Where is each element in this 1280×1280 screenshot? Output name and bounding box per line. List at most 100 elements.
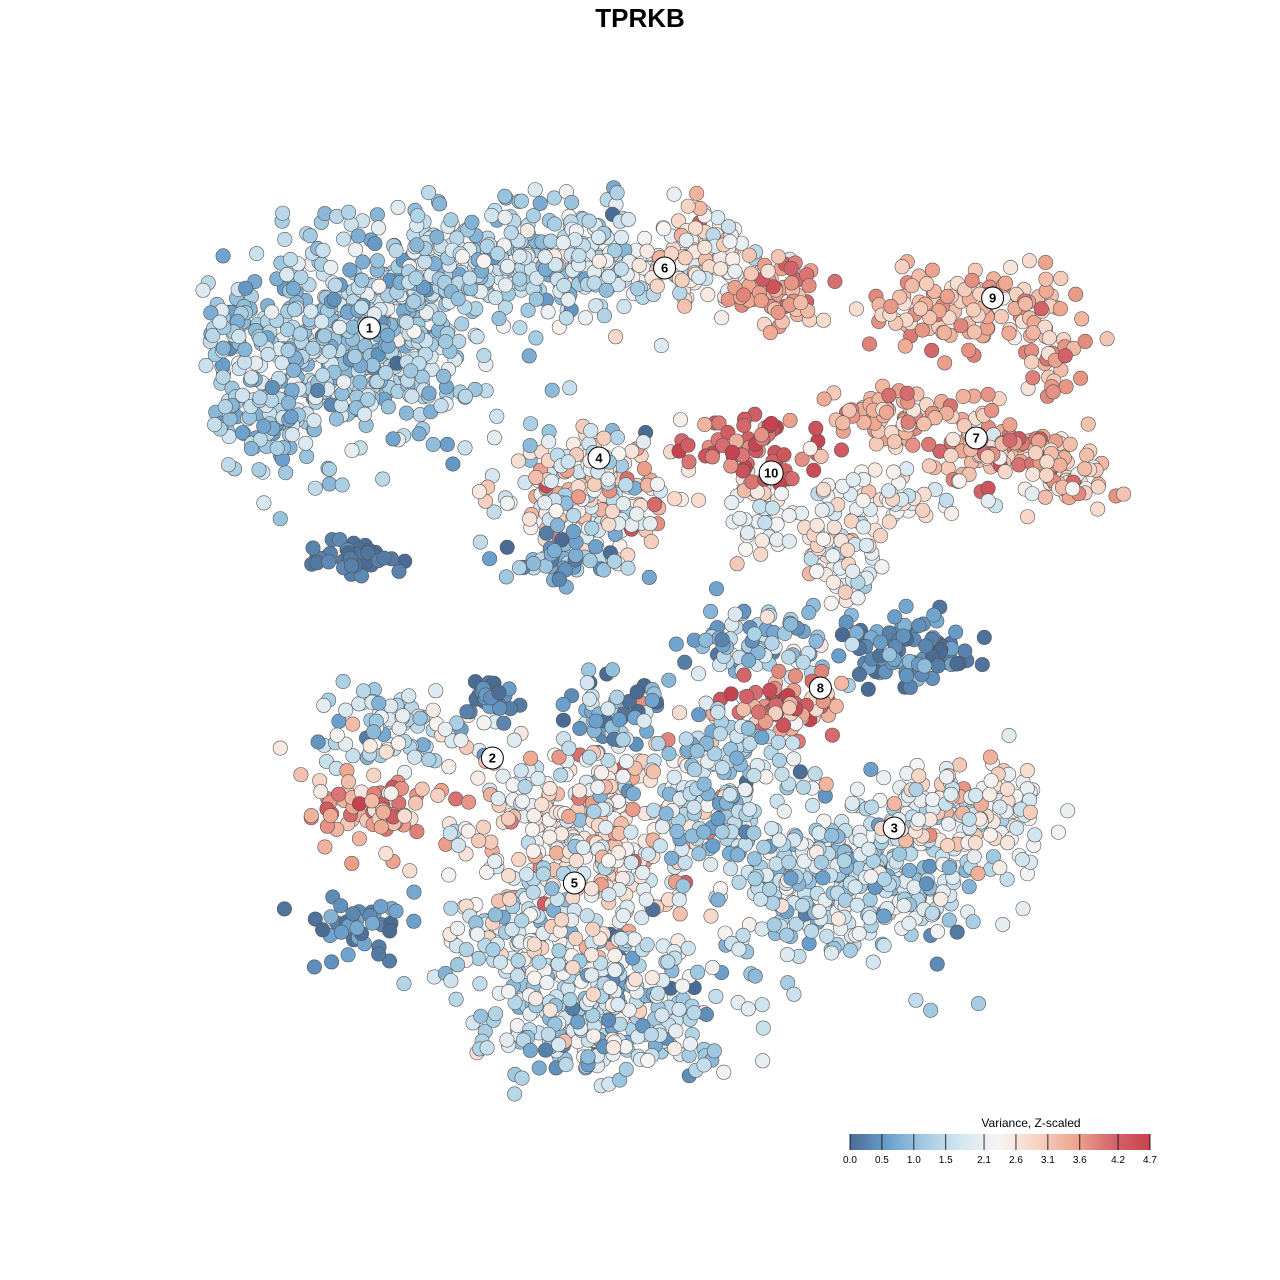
data-point xyxy=(809,563,825,579)
data-point xyxy=(560,292,576,308)
data-point xyxy=(488,290,504,306)
data-point xyxy=(565,524,581,540)
data-point xyxy=(801,605,817,621)
data-point xyxy=(604,503,620,519)
data-point xyxy=(672,906,688,922)
data-point xyxy=(340,947,356,963)
data-point xyxy=(568,853,584,869)
data-point xyxy=(524,822,540,838)
data-point xyxy=(805,797,821,813)
data-point xyxy=(883,298,899,314)
data-point xyxy=(618,1061,634,1077)
data-point xyxy=(476,253,492,269)
data-point xyxy=(383,785,399,801)
data-point xyxy=(284,382,300,398)
data-point xyxy=(275,205,291,221)
data-point xyxy=(808,420,824,436)
data-point xyxy=(324,954,340,970)
data-point xyxy=(231,328,247,344)
data-point xyxy=(581,662,597,678)
data-point xyxy=(668,1023,684,1039)
cluster-label-3: 3 xyxy=(882,816,906,840)
data-point xyxy=(310,734,326,750)
data-point xyxy=(876,871,892,887)
legend-colorbar xyxy=(850,1134,1150,1150)
legend-tick-label: 1.5 xyxy=(939,1155,953,1166)
data-point xyxy=(461,794,477,810)
data-point xyxy=(740,721,756,737)
data-point xyxy=(598,282,614,298)
data-point xyxy=(438,334,454,350)
data-point xyxy=(943,786,959,802)
data-point xyxy=(464,214,480,230)
data-point xyxy=(834,675,850,691)
data-point xyxy=(654,1007,670,1023)
data-point xyxy=(217,399,233,415)
data-point xyxy=(781,700,797,716)
data-point xyxy=(428,683,444,699)
data-point xyxy=(207,417,223,433)
data-point xyxy=(454,249,470,265)
data-point xyxy=(686,1005,702,1021)
data-point xyxy=(598,819,614,835)
data-point xyxy=(345,906,361,922)
data-point xyxy=(539,975,555,991)
data-point xyxy=(315,242,331,258)
data-point xyxy=(886,796,902,812)
data-point xyxy=(858,537,874,553)
data-point xyxy=(965,914,981,930)
data-point xyxy=(500,811,516,827)
legend-tick-label: 0.0 xyxy=(843,1155,857,1166)
data-point xyxy=(650,735,666,751)
data-point xyxy=(674,272,690,288)
data-point xyxy=(326,291,342,307)
data-point xyxy=(710,892,726,908)
data-point xyxy=(336,374,352,390)
data-point xyxy=(623,855,639,871)
data-point xyxy=(899,668,915,684)
data-point xyxy=(543,233,559,249)
data-point xyxy=(357,406,373,422)
data-point xyxy=(836,853,852,869)
data-point xyxy=(644,692,660,708)
data-point xyxy=(691,492,707,508)
data-point xyxy=(1073,370,1089,386)
data-point xyxy=(450,837,466,853)
data-point xyxy=(1058,379,1074,395)
data-point xyxy=(666,769,682,785)
data-point xyxy=(378,845,394,861)
cluster-label-text: 10 xyxy=(764,466,778,481)
data-point xyxy=(606,553,622,569)
data-point xyxy=(708,988,724,1004)
data-point xyxy=(714,824,730,840)
data-point xyxy=(570,489,586,505)
data-point xyxy=(406,913,422,929)
data-point xyxy=(848,301,864,317)
data-point xyxy=(823,595,839,611)
data-point xyxy=(690,964,706,980)
legend-tick-label: 4.2 xyxy=(1111,1155,1125,1166)
data-point xyxy=(525,884,541,900)
data-point xyxy=(482,551,498,567)
data-point xyxy=(278,465,294,481)
data-point xyxy=(604,662,620,678)
data-point xyxy=(448,791,464,807)
data-point xyxy=(439,436,455,452)
data-point xyxy=(469,329,485,345)
data-point xyxy=(542,1002,558,1018)
data-point xyxy=(781,649,797,665)
data-point xyxy=(1024,486,1040,502)
data-point xyxy=(395,708,411,724)
data-point xyxy=(723,686,739,702)
data-point xyxy=(565,960,581,976)
data-point xyxy=(396,976,412,992)
data-point xyxy=(880,483,896,499)
legend-tick-label: 2.6 xyxy=(1009,1155,1023,1166)
data-point xyxy=(697,240,713,256)
data-point xyxy=(736,667,752,683)
cluster-label-5: 5 xyxy=(562,871,586,895)
data-point xyxy=(708,581,724,597)
data-point xyxy=(398,405,414,421)
data-point xyxy=(287,302,303,318)
data-point xyxy=(926,607,942,623)
